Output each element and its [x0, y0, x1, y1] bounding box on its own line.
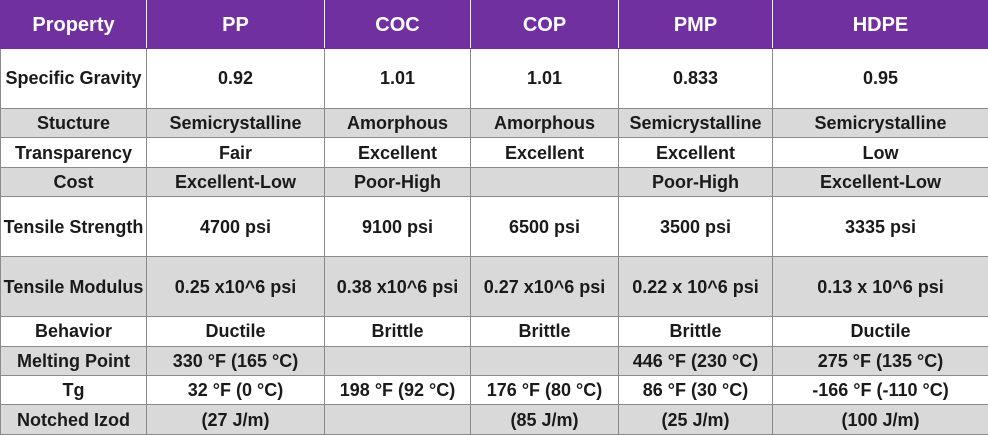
header-cell-coc: COC	[324, 0, 471, 49]
table-cell: Brittle	[618, 316, 773, 347]
row-label: Melting Point	[0, 345, 147, 377]
table-row-notched-izod: Notched Izod (27 J/m) (85 J/m) (25 J/m) …	[0, 404, 988, 435]
table-cell: 0.22 x 10^6 psi	[618, 256, 773, 318]
table-cell	[470, 166, 619, 198]
row-label: Tensile Modulus	[0, 256, 147, 318]
table-cell	[470, 345, 619, 377]
table-cell: 86 °F (30 °C)	[618, 375, 773, 406]
header-cell-pp: PP	[146, 0, 325, 49]
table-cell: Ductile	[772, 316, 988, 347]
table-cell: 176 °F (80 °C)	[470, 375, 619, 406]
table-cell: 0.38 x10^6 psi	[324, 256, 471, 318]
table-cell: 0.27 x10^6 psi	[470, 256, 619, 318]
table-cell: Ductile	[146, 316, 325, 347]
header-cell-cop: COP	[470, 0, 619, 49]
row-label: Specific Gravity	[0, 48, 147, 109]
table-cell: Brittle	[324, 316, 471, 347]
table-cell: Low	[772, 137, 988, 168]
table-cell: 446 °F (230 °C)	[618, 345, 773, 377]
table-cell: 0.92	[146, 48, 325, 109]
table-cell: 198 °F (92 °C)	[324, 375, 471, 406]
table-cell: 6500 psi	[470, 196, 619, 258]
row-label: Tg	[0, 375, 147, 406]
table-cell: Excellent	[618, 137, 773, 168]
row-label: Tensile Strength	[0, 196, 147, 258]
table-cell: 275 °F (135 °C)	[772, 345, 988, 377]
table-row-tensile-strength: Tensile Strength 4700 psi 9100 psi 6500 …	[0, 196, 988, 258]
table-row-melting-point: Melting Point 330 °F (165 °C) 446 °F (23…	[0, 345, 988, 377]
table-cell: Poor-High	[324, 166, 471, 198]
table-cell: 0.95	[772, 48, 988, 109]
table-cell: 1.01	[324, 48, 471, 109]
table-cell: (85 J/m)	[470, 404, 619, 435]
table-row-transparency: Transparency Fair Excellent Excellent Ex…	[0, 137, 988, 168]
table-cell: -166 °F (-110 °C)	[772, 375, 988, 406]
table-cell: 0.25 x10^6 psi	[146, 256, 325, 318]
table-cell: Excellent	[324, 137, 471, 168]
table-row-cost: Cost Excellent-Low Poor-High Poor-High E…	[0, 166, 988, 198]
table-cell: (27 J/m)	[146, 404, 325, 435]
header-cell-pmp: PMP	[618, 0, 773, 49]
row-label: Stucture	[0, 107, 147, 139]
row-label: Behavior	[0, 316, 147, 347]
table-cell: 330 °F (165 °C)	[146, 345, 325, 377]
table-row-tensile-modulus: Tensile Modulus 0.25 x10^6 psi 0.38 x10^…	[0, 256, 988, 318]
table-cell	[324, 404, 471, 435]
table-cell: 4700 psi	[146, 196, 325, 258]
table-row-tg: Tg 32 °F (0 °C) 198 °F (92 °C) 176 °F (8…	[0, 375, 988, 406]
table-cell: Amorphous	[324, 107, 471, 139]
table-cell: 3500 psi	[618, 196, 773, 258]
table-cell: 0.13 x 10^6 psi	[772, 256, 988, 318]
table-cell: Amorphous	[470, 107, 619, 139]
table-cell: Fair	[146, 137, 325, 168]
header-cell-hdpe: HDPE	[772, 0, 988, 49]
table-cell: Poor-High	[618, 166, 773, 198]
table-row-behavior: Behavior Ductile Brittle Brittle Brittle…	[0, 316, 988, 347]
table-row-specific-gravity: Specific Gravity 0.92 1.01 1.01 0.833 0.…	[0, 48, 988, 109]
table-cell: Semicrystalline	[618, 107, 773, 139]
table-cell: 1.01	[470, 48, 619, 109]
table-cell: Semicrystalline	[146, 107, 325, 139]
table-cell: Excellent-Low	[772, 166, 988, 198]
row-label: Cost	[0, 166, 147, 198]
table-cell: Excellent-Low	[146, 166, 325, 198]
table-cell: Semicrystalline	[772, 107, 988, 139]
table-cell: 3335 psi	[772, 196, 988, 258]
table-cell: 0.833	[618, 48, 773, 109]
row-label: Notched Izod	[0, 404, 147, 435]
table-cell: 32 °F (0 °C)	[146, 375, 325, 406]
table-cell: Brittle	[470, 316, 619, 347]
header-row: Property PP COC COP PMP HDPE	[0, 0, 988, 49]
table-cell	[324, 345, 471, 377]
row-label: Transparency	[0, 137, 147, 168]
header-cell-property: Property	[0, 0, 147, 49]
table-cell: Excellent	[470, 137, 619, 168]
table-row-structure: Stucture Semicrystalline Amorphous Amorp…	[0, 107, 988, 139]
table-cell: (100 J/m)	[772, 404, 988, 435]
table-cell: 9100 psi	[324, 196, 471, 258]
table-cell: (25 J/m)	[618, 404, 773, 435]
